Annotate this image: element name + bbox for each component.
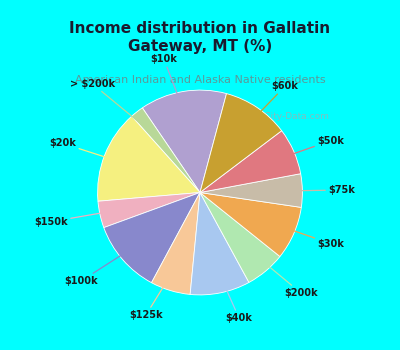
Text: $75k: $75k [274,185,355,195]
Text: $20k: $20k [49,139,131,165]
Text: $125k: $125k [129,264,178,320]
Text: $40k: $40k [216,265,252,323]
Text: $150k: $150k [34,209,127,227]
Text: $30k: $30k [268,222,344,248]
Wedge shape [200,93,282,192]
Wedge shape [104,193,200,283]
Wedge shape [98,116,200,201]
Wedge shape [98,193,200,228]
Wedge shape [132,108,200,192]
Wedge shape [200,193,301,257]
Text: $200k: $200k [248,249,318,298]
Wedge shape [200,193,280,282]
Text: American Indian and Alaska Native residents: American Indian and Alaska Native reside… [75,75,325,85]
Text: $60k: $60k [242,81,298,131]
Text: $50k: $50k [268,136,344,163]
Wedge shape [142,90,226,192]
Text: ⓘ City-Data.com: ⓘ City-Data.com [256,112,328,121]
Wedge shape [200,174,302,208]
Text: $100k: $100k [64,241,144,286]
Wedge shape [200,131,301,193]
Text: Income distribution in Gallatin
Gateway, MT (%): Income distribution in Gallatin Gateway,… [70,21,330,54]
Text: > $200k: > $200k [70,79,154,134]
Wedge shape [190,193,249,295]
Text: $10k: $10k [150,54,187,119]
Wedge shape [152,193,200,294]
